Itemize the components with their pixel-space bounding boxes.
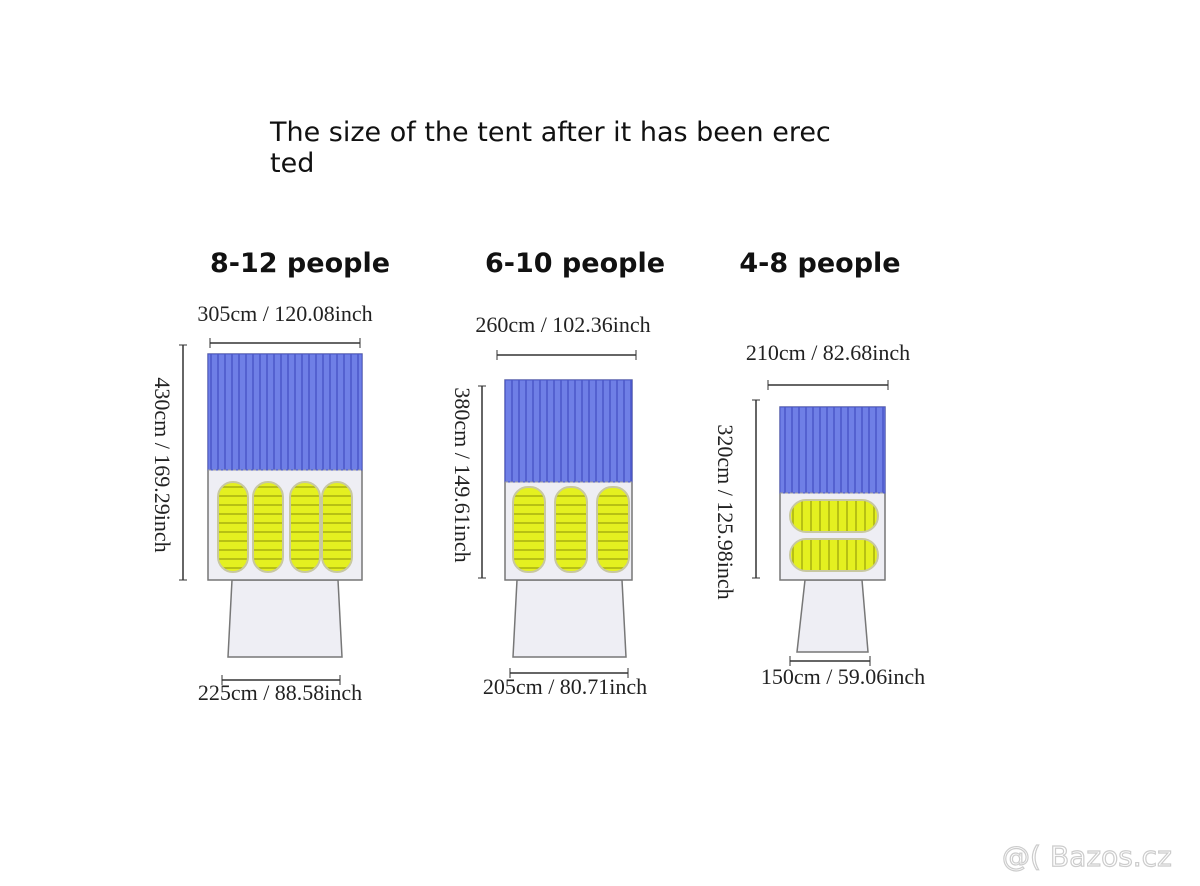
tent-label: 6-10 people: [485, 248, 665, 279]
tent-roof: [504, 379, 633, 483]
sleeping-bag: [596, 486, 630, 573]
title-line: The size of the tent after it has been e…: [269, 117, 831, 148]
width-label: 210cm / 82.68inch: [746, 340, 910, 365]
sleeping-bag: [252, 481, 284, 573]
length-label: 430cm / 169.29inch: [150, 377, 175, 552]
vestibule: [796, 579, 869, 653]
vestibule-width-label: 225cm / 88.58inch: [198, 680, 362, 705]
watermark-icon: @(: [1002, 840, 1041, 873]
sleeping-bag: [321, 481, 353, 573]
width-label: 260cm / 102.36inch: [475, 312, 650, 337]
tent-label: 8-12 people: [210, 248, 390, 279]
sleeping-bag: [217, 481, 249, 573]
tent-roof: [779, 406, 886, 494]
title-line: ted: [270, 148, 314, 179]
width-label: 305cm / 120.08inch: [197, 301, 372, 326]
sleeping-bag: [512, 486, 546, 573]
watermark-text: Bazos.cz: [1050, 840, 1172, 873]
vestibule: [512, 579, 627, 658]
vestibule-width-label: 150cm / 59.06inch: [761, 664, 925, 689]
sleeping-bag: [789, 499, 879, 533]
sleeping-bag: [289, 481, 321, 573]
watermark: @( Bazos.cz: [1001, 839, 1172, 873]
vestibule: [227, 579, 343, 658]
sleeping-bag: [554, 486, 588, 573]
sleeping-bag: [789, 538, 879, 572]
length-label: 320cm / 125.98inch: [713, 424, 738, 599]
tent-roof: [207, 353, 363, 471]
vestibule-width-label: 205cm / 80.71inch: [483, 674, 647, 699]
tent-label: 4-8 people: [739, 248, 900, 279]
length-label: 380cm / 149.61inch: [450, 387, 475, 562]
